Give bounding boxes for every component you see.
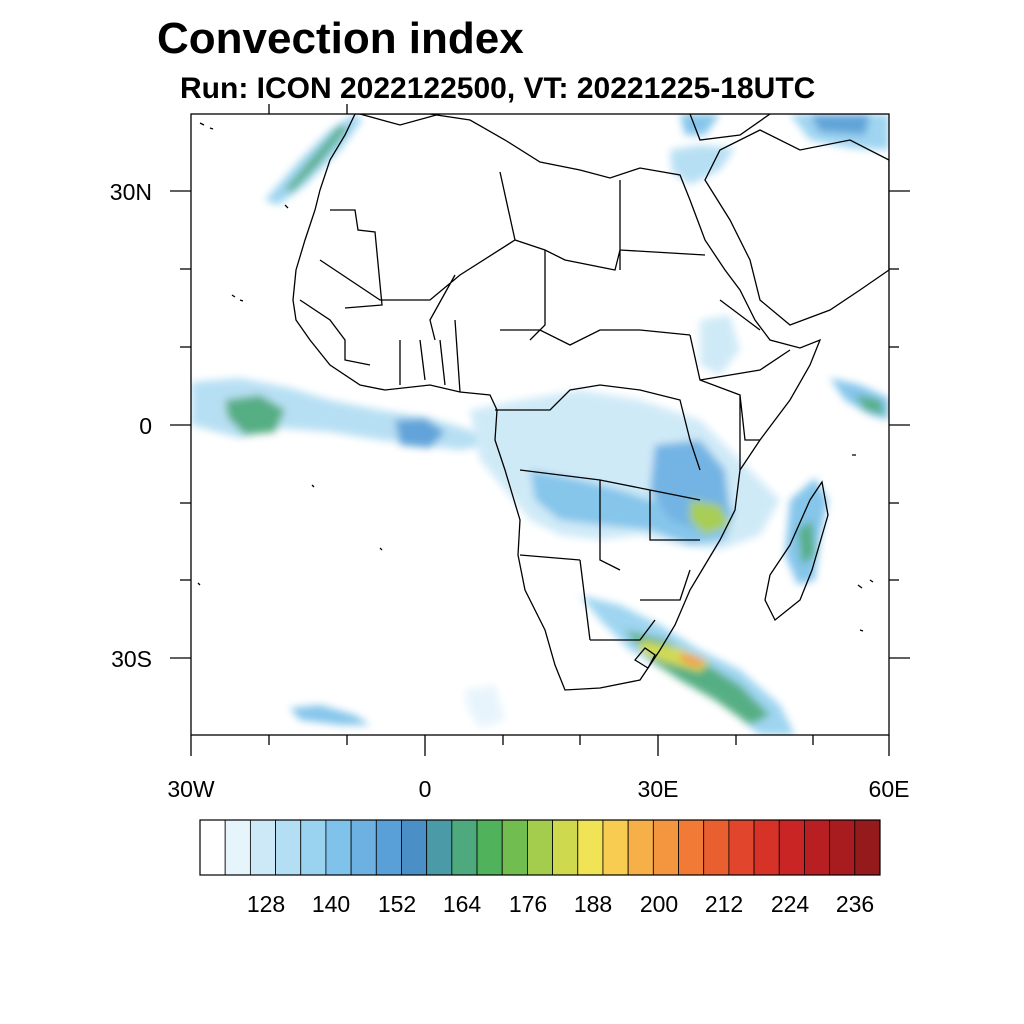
colorbar-swatch	[678, 819, 705, 876]
chart-title: Convection index	[157, 14, 524, 63]
colorbar-label: 152	[378, 891, 416, 917]
convection-field	[191, 114, 889, 735]
x-tick-label-30w: 30W	[167, 776, 215, 802]
colorbar-labels: 128 140 152 164 176 188 200 212 224 236	[247, 891, 874, 917]
convection-area-med-east	[680, 114, 720, 135]
colorbar-swatch	[753, 819, 780, 876]
convection-area-arabia-north-core	[810, 114, 870, 135]
colorbar-swatch	[627, 819, 654, 876]
axis-ticks	[170, 104, 910, 756]
colorbar-label: 164	[443, 891, 482, 917]
y-axis-labels: 30N 0 30S	[110, 179, 152, 672]
border-lines-east	[689, 299, 791, 470]
convection-area-s-atlantic	[290, 705, 370, 725]
colorbar-swatch	[375, 819, 402, 876]
colorbar-swatch	[854, 819, 881, 876]
colorbar-frame	[199, 819, 881, 876]
convection-area-w-indian-ocean-core	[855, 395, 885, 415]
colorbar-swatch	[728, 819, 755, 876]
colorbar-swatch	[325, 819, 352, 876]
colorbar-label: 200	[640, 891, 678, 917]
colorbar-swatch	[829, 819, 856, 876]
madagascar-coastline	[764, 480, 829, 622]
convection-area-guinea-gulf	[395, 418, 445, 448]
colorbar-swatch	[426, 819, 453, 876]
colorbar-label: 224	[771, 891, 810, 917]
colorbar-swatch	[300, 819, 327, 876]
colorbar-swatch	[476, 819, 503, 876]
border-lines-west	[299, 299, 691, 393]
convection-area-congo-core	[530, 470, 735, 545]
colorbar-label: 212	[705, 891, 743, 917]
coastlines-and-borders	[197, 114, 889, 691]
colorbar-swatch	[703, 819, 730, 876]
arabia-coastline	[704, 129, 889, 326]
colorbar-label: 140	[312, 891, 350, 917]
x-tick-label-60e: 60E	[869, 776, 910, 802]
island-specks	[197, 122, 874, 632]
colorbar-swatch	[350, 819, 377, 876]
colorbar-swatch	[224, 819, 251, 876]
colorbar-swatch	[602, 819, 629, 876]
colorbar-swatch	[199, 819, 226, 876]
x-axis-labels: 30W 0 30E 60E	[167, 776, 909, 802]
mediterranean-north-coast	[359, 114, 771, 141]
convection-area-eq-atlantic-core	[225, 395, 285, 435]
colorbar-swatch	[552, 819, 579, 876]
convection-area-se-africa-peak	[680, 652, 705, 668]
convection-area-east-africa-core	[690, 500, 730, 535]
y-tick-label-0: 0	[139, 413, 152, 439]
colorbar-swatch	[249, 819, 276, 876]
convection-area-ne-atlantic-core	[285, 125, 348, 192]
colorbar-swatch	[451, 819, 478, 876]
colorbar	[199, 819, 881, 876]
convection-area-ethiopia	[700, 315, 740, 375]
colorbar-swatch	[577, 819, 604, 876]
colorbar-swatch	[778, 819, 805, 876]
border-lines-north	[319, 171, 706, 341]
colorbar-swatch	[804, 819, 831, 876]
colorbar-label: 128	[247, 891, 285, 917]
colorbar-swatch	[401, 819, 428, 876]
convection-area-red-sea	[670, 145, 735, 185]
colorbar-label: 188	[574, 891, 612, 917]
y-tick-label-30n: 30N	[110, 179, 152, 205]
x-tick-label-0: 0	[419, 776, 432, 802]
lesotho-border	[634, 647, 656, 669]
chart-subtitle: Run: ICON 2022122500, VT: 20221225-18UTC	[180, 72, 816, 105]
colorbar-swatch	[652, 819, 679, 876]
y-tick-label-30s: 30S	[111, 646, 152, 672]
colorbar-label: 236	[836, 891, 874, 917]
border-lines-central	[495, 384, 701, 641]
x-tick-label-30e: 30E	[638, 776, 679, 802]
colorbar-swatch	[527, 819, 553, 876]
colorbar-swatch	[275, 819, 302, 876]
convection-area-s-atlantic-faint	[465, 685, 505, 728]
colorbar-label: 176	[509, 891, 547, 917]
convection-area-madagascar-core	[798, 520, 815, 565]
colorbar-swatch	[501, 819, 528, 876]
